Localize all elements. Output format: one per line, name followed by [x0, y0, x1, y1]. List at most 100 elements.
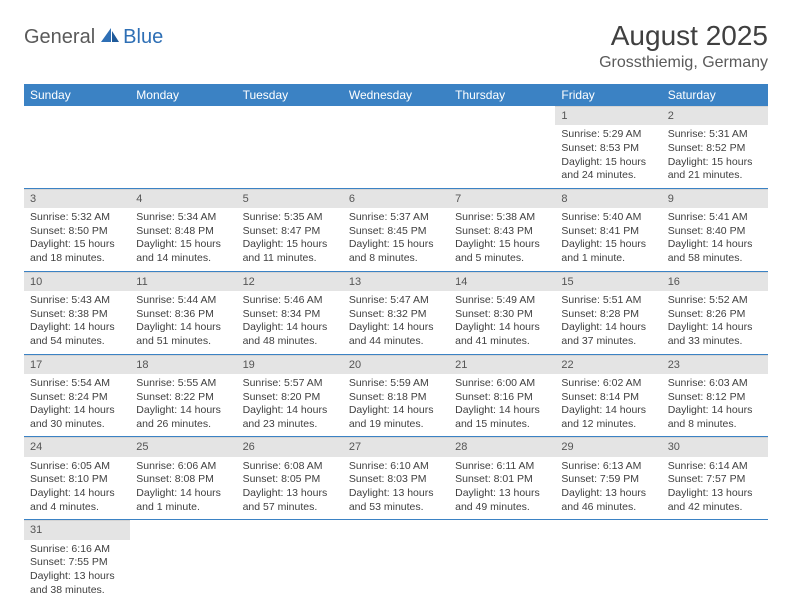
daylight-text: and 53 minutes. — [349, 501, 443, 515]
day-body: Sunrise: 5:37 AMSunset: 8:45 PMDaylight:… — [343, 208, 449, 271]
daylight-text: and 48 minutes. — [243, 335, 337, 349]
sunrise-text: Sunrise: 5:38 AM — [455, 211, 549, 225]
day-body: Sunrise: 5:55 AMSunset: 8:22 PMDaylight:… — [130, 374, 236, 437]
daylight-text: Daylight: 15 hours — [30, 238, 124, 252]
sunset-text: Sunset: 8:10 PM — [30, 473, 124, 487]
day-body: Sunrise: 6:13 AMSunset: 7:59 PMDaylight:… — [555, 457, 661, 520]
day-cell: 8Sunrise: 5:40 AMSunset: 8:41 PMDaylight… — [555, 188, 661, 271]
daylight-text: Daylight: 14 hours — [349, 321, 443, 335]
day-body: Sunrise: 6:03 AMSunset: 8:12 PMDaylight:… — [662, 374, 768, 437]
daylight-text: Daylight: 13 hours — [455, 487, 549, 501]
daylight-text: and 1 minute. — [136, 501, 230, 515]
day-number: 9 — [662, 189, 768, 208]
daylight-text: Daylight: 14 hours — [30, 404, 124, 418]
sunrise-text: Sunrise: 5:29 AM — [561, 128, 655, 142]
daylight-text: and 37 minutes. — [561, 335, 655, 349]
weekday-header: Wednesday — [343, 84, 449, 106]
day-cell: 4Sunrise: 5:34 AMSunset: 8:48 PMDaylight… — [130, 188, 236, 271]
sunrise-text: Sunrise: 6:13 AM — [561, 460, 655, 474]
sunset-text: Sunset: 8:53 PM — [561, 142, 655, 156]
sunset-text: Sunset: 8:52 PM — [668, 142, 762, 156]
daylight-text: Daylight: 14 hours — [136, 321, 230, 335]
day-cell: 16Sunrise: 5:52 AMSunset: 8:26 PMDayligh… — [662, 271, 768, 354]
daylight-text: and 38 minutes. — [30, 584, 124, 598]
location-label: Grossthiemig, Germany — [599, 54, 768, 72]
empty-cell — [237, 106, 343, 188]
day-cell: 12Sunrise: 5:46 AMSunset: 8:34 PMDayligh… — [237, 271, 343, 354]
sunrise-text: Sunrise: 5:54 AM — [30, 377, 124, 391]
daylight-text: Daylight: 15 hours — [349, 238, 443, 252]
sunset-text: Sunset: 8:32 PM — [349, 308, 443, 322]
day-body: Sunrise: 6:05 AMSunset: 8:10 PMDaylight:… — [24, 457, 130, 520]
daylight-text: and 46 minutes. — [561, 501, 655, 515]
day-number: 12 — [237, 272, 343, 291]
daylight-text: and 19 minutes. — [349, 418, 443, 432]
daylight-text: and 42 minutes. — [668, 501, 762, 515]
title-block: August 2025 Grossthiemig, Germany — [599, 20, 768, 72]
sunrise-text: Sunrise: 6:14 AM — [668, 460, 762, 474]
sunset-text: Sunset: 8:41 PM — [561, 225, 655, 239]
daylight-text: and 33 minutes. — [668, 335, 762, 349]
daylight-text: Daylight: 15 hours — [243, 238, 337, 252]
day-body: Sunrise: 5:31 AMSunset: 8:52 PMDaylight:… — [662, 125, 768, 188]
sunrise-text: Sunrise: 6:02 AM — [561, 377, 655, 391]
daylight-text: Daylight: 14 hours — [30, 487, 124, 501]
sunset-text: Sunset: 8:14 PM — [561, 391, 655, 405]
day-body: Sunrise: 6:10 AMSunset: 8:03 PMDaylight:… — [343, 457, 449, 520]
sunrise-text: Sunrise: 5:34 AM — [136, 211, 230, 225]
day-body: Sunrise: 5:35 AMSunset: 8:47 PMDaylight:… — [237, 208, 343, 271]
day-body: Sunrise: 6:00 AMSunset: 8:16 PMDaylight:… — [449, 374, 555, 437]
calendar-table: Sunday Monday Tuesday Wednesday Thursday… — [24, 84, 768, 602]
day-cell: 2Sunrise: 5:31 AMSunset: 8:52 PMDaylight… — [662, 106, 768, 188]
day-body: Sunrise: 6:11 AMSunset: 8:01 PMDaylight:… — [449, 457, 555, 520]
sunrise-text: Sunrise: 5:49 AM — [455, 294, 549, 308]
day-cell: 25Sunrise: 6:06 AMSunset: 8:08 PMDayligh… — [130, 437, 236, 520]
day-number: 24 — [24, 437, 130, 456]
day-body: Sunrise: 5:32 AMSunset: 8:50 PMDaylight:… — [24, 208, 130, 271]
day-cell: 17Sunrise: 5:54 AMSunset: 8:24 PMDayligh… — [24, 354, 130, 437]
calendar-row: 24Sunrise: 6:05 AMSunset: 8:10 PMDayligh… — [24, 437, 768, 520]
calendar-row: 17Sunrise: 5:54 AMSunset: 8:24 PMDayligh… — [24, 354, 768, 437]
weekday-header-row: Sunday Monday Tuesday Wednesday Thursday… — [24, 84, 768, 106]
sunrise-text: Sunrise: 5:52 AM — [668, 294, 762, 308]
daylight-text: and 41 minutes. — [455, 335, 549, 349]
sunset-text: Sunset: 7:57 PM — [668, 473, 762, 487]
calendar-row: 1Sunrise: 5:29 AMSunset: 8:53 PMDaylight… — [24, 106, 768, 188]
day-cell: 10Sunrise: 5:43 AMSunset: 8:38 PMDayligh… — [24, 271, 130, 354]
daylight-text: and 11 minutes. — [243, 252, 337, 266]
day-cell: 30Sunrise: 6:14 AMSunset: 7:57 PMDayligh… — [662, 437, 768, 520]
sunrise-text: Sunrise: 6:11 AM — [455, 460, 549, 474]
empty-cell — [130, 520, 236, 602]
day-body: Sunrise: 6:16 AMSunset: 7:55 PMDaylight:… — [24, 540, 130, 603]
empty-cell — [555, 520, 661, 602]
day-cell: 24Sunrise: 6:05 AMSunset: 8:10 PMDayligh… — [24, 437, 130, 520]
day-body: Sunrise: 5:51 AMSunset: 8:28 PMDaylight:… — [555, 291, 661, 354]
daylight-text: and 8 minutes. — [349, 252, 443, 266]
daylight-text: Daylight: 15 hours — [455, 238, 549, 252]
weekday-header: Tuesday — [237, 84, 343, 106]
empty-cell — [130, 106, 236, 188]
sunrise-text: Sunrise: 5:43 AM — [30, 294, 124, 308]
daylight-text: and 51 minutes. — [136, 335, 230, 349]
weekday-header: Sunday — [24, 84, 130, 106]
day-cell: 18Sunrise: 5:55 AMSunset: 8:22 PMDayligh… — [130, 354, 236, 437]
day-number: 6 — [343, 189, 449, 208]
empty-cell — [343, 520, 449, 602]
sunrise-text: Sunrise: 5:41 AM — [668, 211, 762, 225]
day-cell: 20Sunrise: 5:59 AMSunset: 8:18 PMDayligh… — [343, 354, 449, 437]
daylight-text: and 54 minutes. — [30, 335, 124, 349]
sunset-text: Sunset: 8:28 PM — [561, 308, 655, 322]
day-number: 30 — [662, 437, 768, 456]
daylight-text: Daylight: 14 hours — [243, 321, 337, 335]
day-number: 18 — [130, 355, 236, 374]
sunset-text: Sunset: 8:34 PM — [243, 308, 337, 322]
sunset-text: Sunset: 8:16 PM — [455, 391, 549, 405]
day-cell: 9Sunrise: 5:41 AMSunset: 8:40 PMDaylight… — [662, 188, 768, 271]
day-cell: 14Sunrise: 5:49 AMSunset: 8:30 PMDayligh… — [449, 271, 555, 354]
day-number: 5 — [237, 189, 343, 208]
day-number: 14 — [449, 272, 555, 291]
empty-cell — [449, 106, 555, 188]
sail-icon — [99, 26, 121, 49]
sunset-text: Sunset: 8:47 PM — [243, 225, 337, 239]
day-cell: 21Sunrise: 6:00 AMSunset: 8:16 PMDayligh… — [449, 354, 555, 437]
